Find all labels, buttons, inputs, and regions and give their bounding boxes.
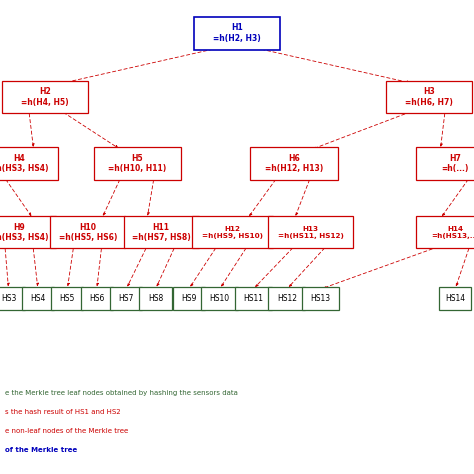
FancyBboxPatch shape [235, 287, 272, 310]
FancyBboxPatch shape [0, 147, 58, 180]
FancyBboxPatch shape [268, 216, 353, 248]
FancyBboxPatch shape [416, 216, 474, 248]
Text: H11
=h(HS7, HS8): H11 =h(HS7, HS8) [132, 223, 191, 242]
FancyBboxPatch shape [192, 216, 273, 248]
Text: H2
=h(H4, H5): H2 =h(H4, H5) [21, 88, 69, 107]
Text: s the hash result of HS1 and HS2: s the hash result of HS1 and HS2 [5, 410, 120, 415]
Text: H9
=h(HS3, HS4): H9 =h(HS3, HS4) [0, 223, 48, 242]
Text: HS9: HS9 [181, 294, 196, 303]
FancyBboxPatch shape [201, 287, 238, 310]
Text: H13
=h(HS11, HS12): H13 =h(HS11, HS12) [278, 226, 343, 239]
Text: HS12: HS12 [277, 294, 297, 303]
Text: H14
=h(HS13,...: H14 =h(HS13,... [431, 226, 474, 239]
FancyBboxPatch shape [302, 287, 339, 310]
Text: e non-leaf nodes of the Merkle tree: e non-leaf nodes of the Merkle tree [5, 428, 128, 434]
FancyBboxPatch shape [22, 287, 54, 310]
FancyBboxPatch shape [2, 81, 88, 113]
FancyBboxPatch shape [81, 287, 113, 310]
FancyBboxPatch shape [110, 287, 142, 310]
Text: HS6: HS6 [89, 294, 104, 303]
Text: HS3: HS3 [1, 294, 16, 303]
Text: H6
=h(H12, H13): H6 =h(H12, H13) [265, 154, 323, 173]
Text: HS4: HS4 [30, 294, 46, 303]
Text: HS10: HS10 [210, 294, 229, 303]
Text: e the Merkle tree leaf nodes obtained by hashing the sensors data: e the Merkle tree leaf nodes obtained by… [5, 391, 237, 396]
Text: H3
=h(H6, H7): H3 =h(H6, H7) [405, 88, 453, 107]
Text: H4
=h(HS3, HS4): H4 =h(HS3, HS4) [0, 154, 48, 173]
FancyBboxPatch shape [51, 287, 83, 310]
Text: HS14: HS14 [445, 294, 465, 303]
FancyBboxPatch shape [439, 287, 471, 310]
Text: H7
=h(...): H7 =h(...) [441, 154, 469, 173]
Text: HS8: HS8 [148, 294, 163, 303]
FancyBboxPatch shape [139, 287, 172, 310]
FancyBboxPatch shape [250, 147, 337, 180]
Text: HS11: HS11 [243, 294, 263, 303]
FancyBboxPatch shape [0, 216, 56, 248]
FancyBboxPatch shape [0, 287, 25, 310]
Text: HS7: HS7 [118, 294, 134, 303]
Text: H5
=h(H10, H11): H5 =h(H10, H11) [109, 154, 166, 173]
Text: H10
=h(HS5, HS6): H10 =h(HS5, HS6) [58, 223, 117, 242]
Text: HS13: HS13 [310, 294, 330, 303]
Text: H1
=h(H2, H3): H1 =h(H2, H3) [213, 24, 261, 43]
FancyBboxPatch shape [173, 287, 205, 310]
FancyBboxPatch shape [124, 216, 199, 248]
Text: of the Merkle tree: of the Merkle tree [5, 447, 77, 453]
Text: H12
=h(HS9, HS10): H12 =h(HS9, HS10) [202, 226, 263, 239]
FancyBboxPatch shape [416, 147, 474, 180]
FancyBboxPatch shape [93, 147, 181, 180]
Text: HS5: HS5 [60, 294, 75, 303]
FancyBboxPatch shape [50, 216, 125, 248]
FancyBboxPatch shape [194, 17, 280, 50]
FancyBboxPatch shape [268, 287, 305, 310]
FancyBboxPatch shape [386, 81, 472, 113]
